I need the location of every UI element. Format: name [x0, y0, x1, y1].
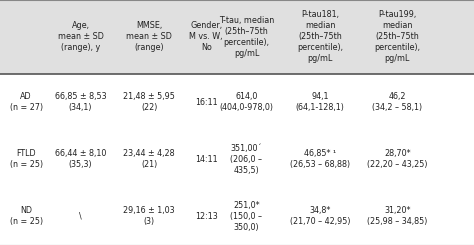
- Text: Gender,
M vs. W,
No: Gender, M vs. W, No: [190, 21, 223, 52]
- Text: 351,00´
(206,0 –
435,5): 351,00´ (206,0 – 435,5): [230, 144, 263, 175]
- Text: P-tau199,
median
(25th–75th
percentile),
pg/mL: P-tau199, median (25th–75th percentile),…: [374, 10, 420, 63]
- Text: 251,0*
(150,0 –
350,0): 251,0* (150,0 – 350,0): [230, 201, 263, 232]
- Text: 21,48 ± 5,95
(22): 21,48 ± 5,95 (22): [123, 92, 175, 112]
- Text: MMSE,
mean ± SD
(range): MMSE, mean ± SD (range): [127, 21, 172, 52]
- Text: 23,44 ± 4,28
(21): 23,44 ± 4,28 (21): [124, 149, 175, 169]
- Text: T-tau, median
(25th–75th
percentile),
pg/mL: T-tau, median (25th–75th percentile), pg…: [219, 16, 274, 58]
- Text: 46,85* ¹
(26,53 – 68,88): 46,85* ¹ (26,53 – 68,88): [290, 149, 350, 169]
- Text: \: \: [79, 212, 82, 221]
- Text: Age,
mean ± SD
(range), y: Age, mean ± SD (range), y: [58, 21, 103, 52]
- Text: 66,44 ± 8,10
(35,3): 66,44 ± 8,10 (35,3): [55, 149, 106, 169]
- Text: 16:11: 16:11: [195, 98, 218, 107]
- Text: 28,70*
(22,20 – 43,25): 28,70* (22,20 – 43,25): [367, 149, 428, 169]
- Text: FTLD
(n = 25): FTLD (n = 25): [9, 149, 43, 169]
- Text: 46,2
(34,2 – 58,1): 46,2 (34,2 – 58,1): [372, 92, 422, 112]
- Text: 12:13: 12:13: [195, 212, 218, 221]
- Text: 66,85 ± 8,53
(34,1): 66,85 ± 8,53 (34,1): [55, 92, 106, 112]
- Text: ND
(n = 25): ND (n = 25): [9, 206, 43, 226]
- Text: AD
(n = 27): AD (n = 27): [9, 92, 43, 112]
- Text: 34,8*
(21,70 – 42,95): 34,8* (21,70 – 42,95): [290, 206, 350, 226]
- Text: 94,1
(64,1-128,1): 94,1 (64,1-128,1): [295, 92, 345, 112]
- Text: P-tau181,
median
(25th–75th
percentile),
pg/mL: P-tau181, median (25th–75th percentile),…: [297, 10, 343, 63]
- Text: 29,16 ± 1,03
(3): 29,16 ± 1,03 (3): [124, 206, 175, 226]
- Text: 614,0
(404,0-978,0): 614,0 (404,0-978,0): [219, 92, 273, 112]
- Text: 14:11: 14:11: [195, 155, 218, 164]
- FancyBboxPatch shape: [0, 0, 474, 74]
- Text: 31,20*
(25,98 – 34,85): 31,20* (25,98 – 34,85): [367, 206, 428, 226]
